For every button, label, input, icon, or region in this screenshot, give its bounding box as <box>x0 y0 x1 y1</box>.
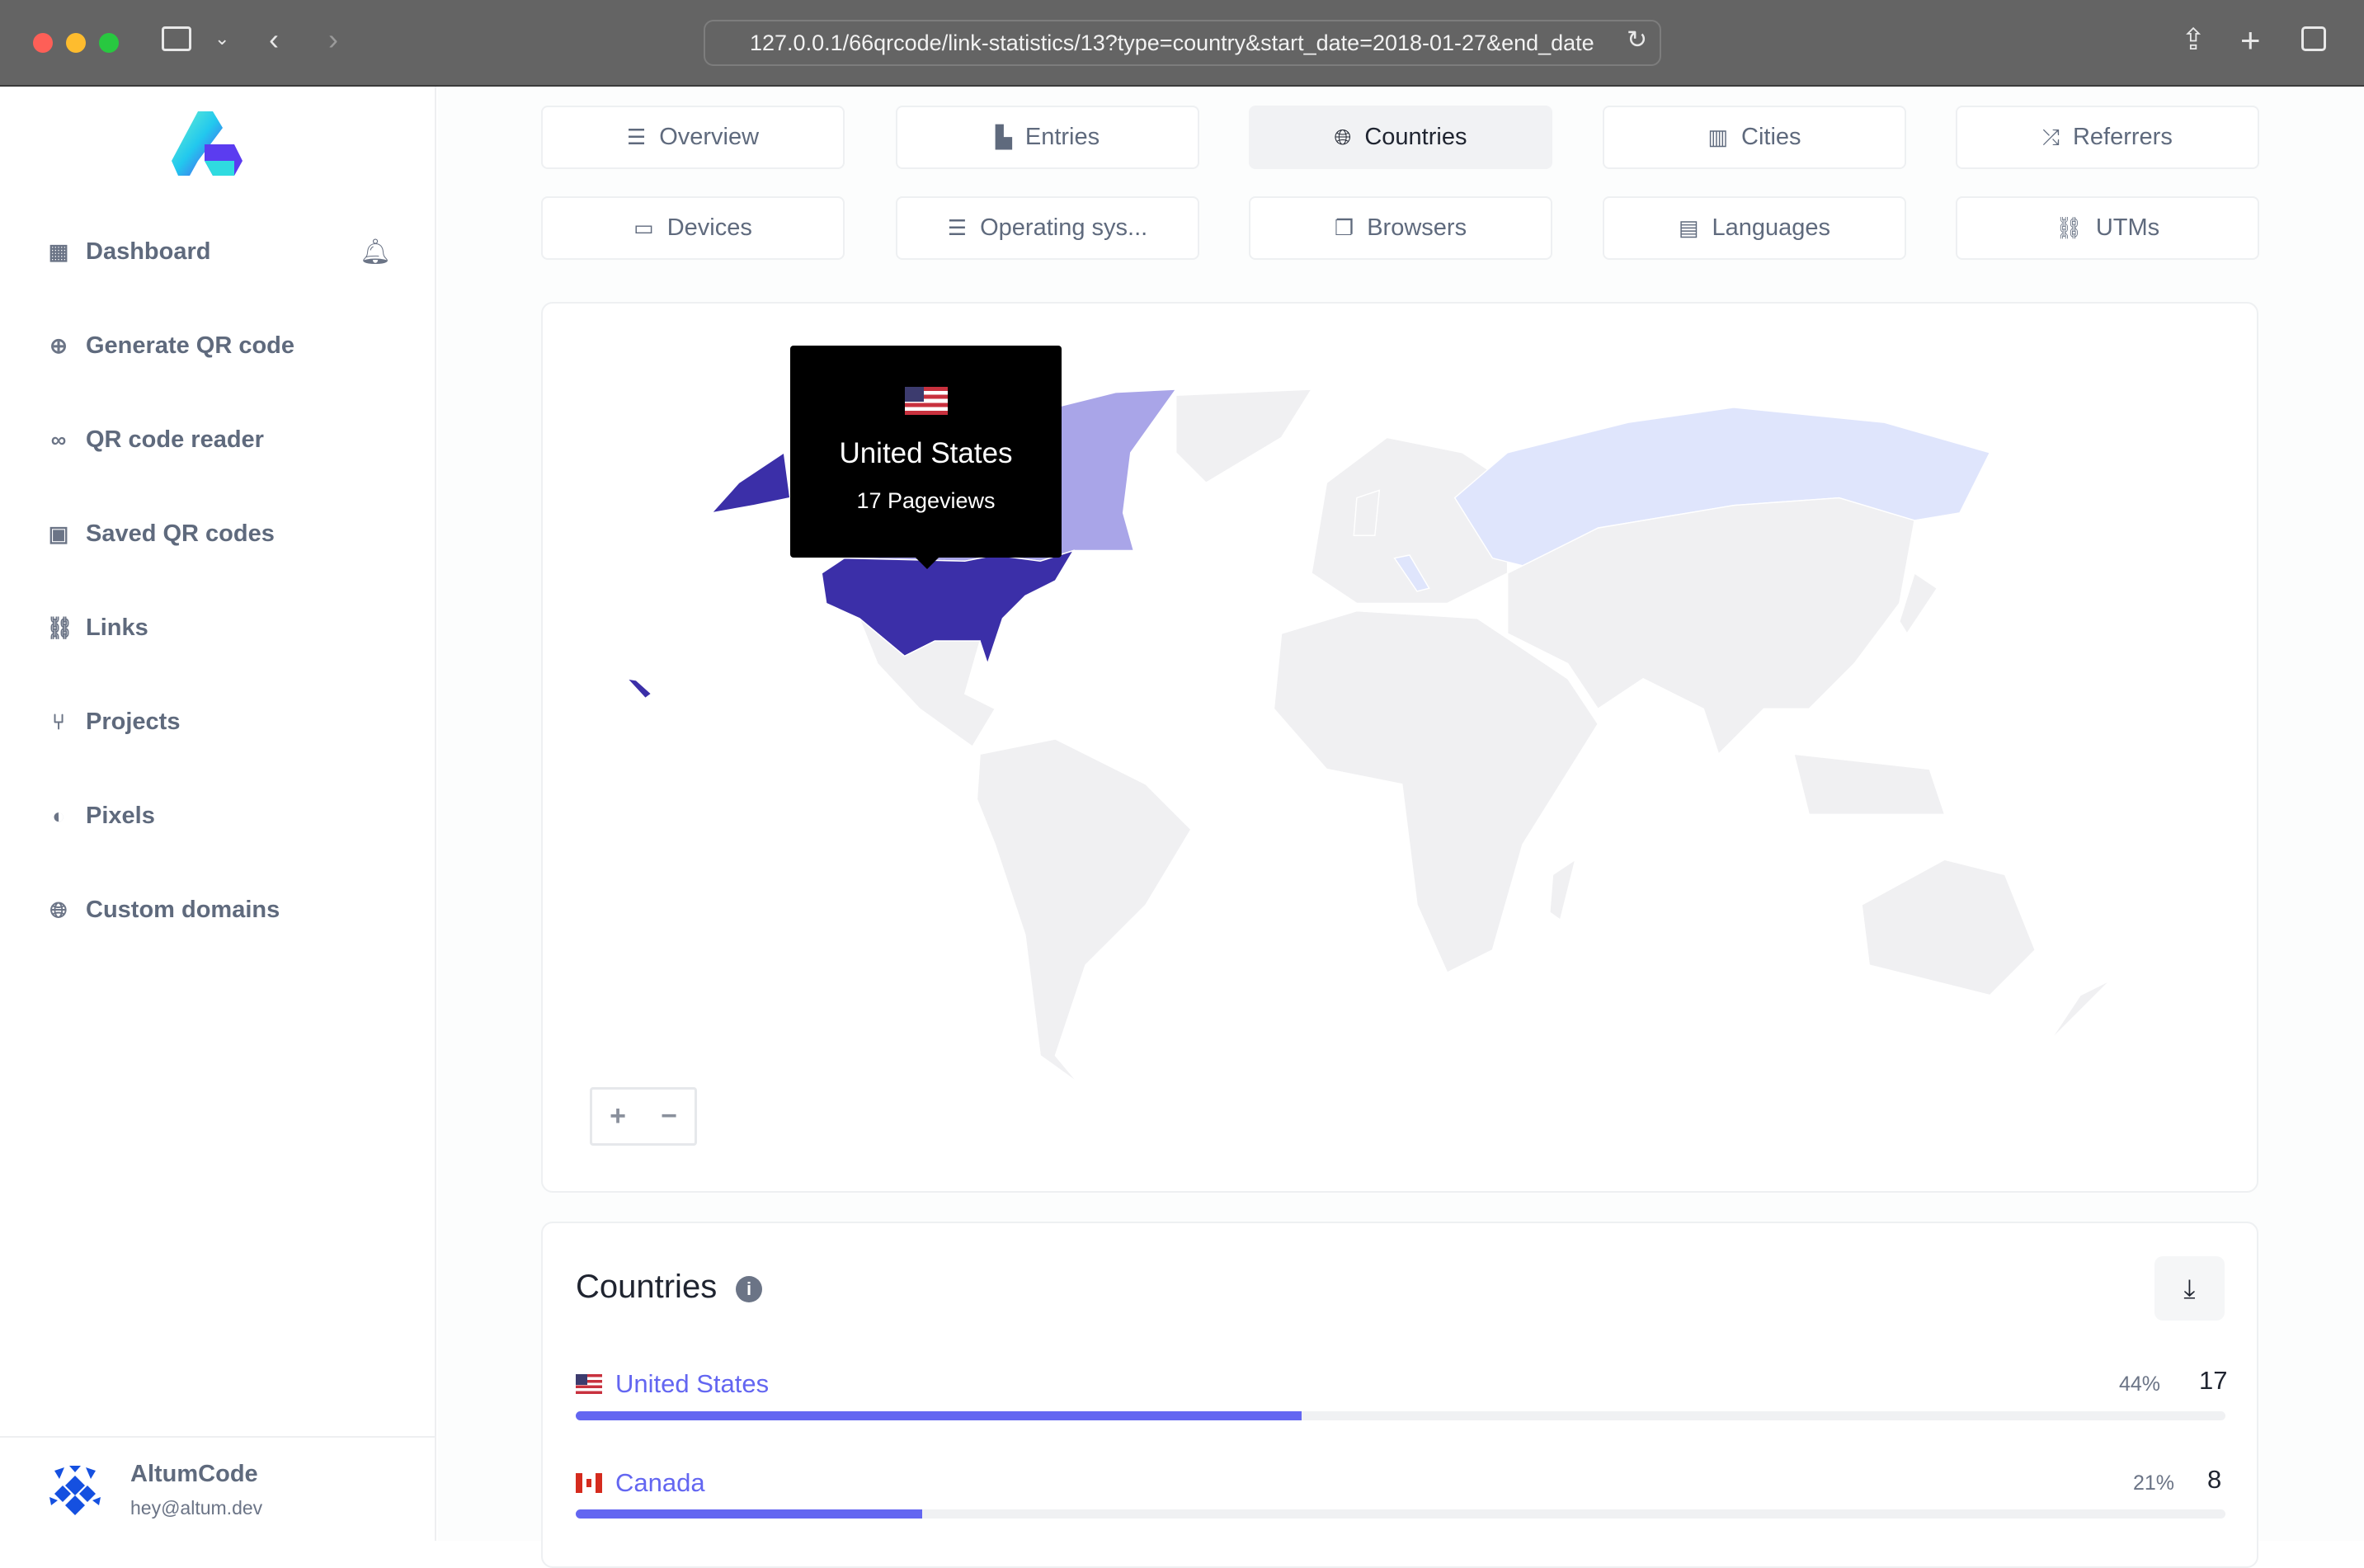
window-icon: ❐ <box>1334 215 1354 240</box>
progress-bar <box>576 1509 2225 1519</box>
globe-icon: 🌐︎ <box>1334 124 1352 149</box>
us-flag-icon <box>576 1374 602 1394</box>
zoom-out-button[interactable]: − <box>661 1100 677 1132</box>
tab-operating-systems[interactable]: ☰ Operating sys... <box>896 196 1199 260</box>
map-country-new-zealand <box>2049 979 2112 1041</box>
sidebar-item-generate-qr[interactable]: ⊕ Generate QR code <box>46 332 294 360</box>
user-email: hey@altum.dev <box>130 1497 263 1519</box>
map-country-mexico <box>859 618 996 748</box>
country-percent: 44% <box>2119 1373 2161 1396</box>
link-icon: ⛓ <box>2055 215 2083 240</box>
chart-bar-icon: ▙ <box>995 125 1012 149</box>
address-bar[interactable]: 127.0.0.1/66qrcode/link-statistics/13?ty… <box>704 20 1661 66</box>
tab-overview[interactable]: ☰ Overview <box>541 106 845 169</box>
us-flag-icon <box>904 387 948 415</box>
close-window-button[interactable] <box>33 33 53 53</box>
sidebar-item-qr-reader[interactable]: ∞ QR code reader <box>46 426 264 454</box>
sidebar-item-custom-domains[interactable]: 🌐︎ Custom domains <box>46 897 280 924</box>
tab-browsers[interactable]: ❐ Browsers <box>1249 196 1552 260</box>
user-profile[interactable]: AltumCode hey@altum.dev <box>0 1436 435 1541</box>
progress-bar <box>576 1411 2225 1420</box>
avatar <box>49 1466 101 1515</box>
new-tab-icon[interactable]: + <box>2240 21 2261 59</box>
app-logo[interactable] <box>165 110 244 177</box>
tooltip-country: United States <box>839 437 1013 469</box>
sidebar-item-projects[interactable]: ⑂ Projects <box>46 709 180 736</box>
map-continent-africa <box>1273 610 1599 974</box>
tab-languages[interactable]: ▤ Languages <box>1603 196 1906 260</box>
globe-icon: 🌐︎ <box>49 897 68 922</box>
glasses-icon: ∞ <box>50 427 67 452</box>
laptop-icon: ▭ <box>633 215 654 240</box>
tab-utms[interactable]: ⛓ UTMs <box>1956 196 2259 260</box>
forward-icon: › <box>328 22 338 56</box>
map-zoom-controls: + − <box>590 1087 697 1146</box>
sidebar-item-pixels[interactable]: ◐ Pixels <box>46 803 155 830</box>
countries-title: Countries <box>576 1269 718 1305</box>
sidebar-toggle-icon[interactable] <box>162 26 191 51</box>
list-icon: ☰ <box>626 125 647 149</box>
back-icon[interactable]: ‹ <box>269 22 279 56</box>
map-country-alaska <box>709 451 791 514</box>
country-count: 17 <box>2199 1366 2228 1395</box>
adjust-icon: ◐ <box>52 803 65 828</box>
random-icon: ⤮ <box>2042 124 2060 149</box>
sidebar-item-dashboard[interactable]: ▦ Dashboard <box>46 238 211 266</box>
zoom-in-button[interactable]: + <box>610 1100 626 1132</box>
map-country-hawaii <box>625 677 652 699</box>
qrcode-icon: ▣ <box>48 521 69 546</box>
download-button[interactable]: ⤓ <box>2154 1256 2225 1321</box>
country-count: 8 <box>2207 1465 2222 1494</box>
sidebar: ▦ Dashboard 🔔︎ ⊕ Generate QR code ∞ QR code… <box>0 87 436 1541</box>
download-icon: ⤓ <box>2183 1274 2196 1303</box>
map-continent-asia <box>1506 497 1915 756</box>
map-tooltip: United States 17 Pageviews <box>790 346 1062 569</box>
map-country-australia <box>1861 859 2037 996</box>
map-country-madagascar <box>1549 858 1577 921</box>
city-icon: ▥ <box>1707 125 1729 149</box>
tab-countries[interactable]: 🌐︎ Countries <box>1249 106 1552 169</box>
chevron-down-icon[interactable]: ⌄ <box>214 28 230 49</box>
grid-icon: ▦ <box>48 239 69 264</box>
country-link[interactable]: Canada <box>615 1468 705 1497</box>
server-icon: ☰ <box>947 215 968 240</box>
tabs-overview-icon[interactable] <box>2301 26 2326 51</box>
tab-entries[interactable]: ▙ Entries <box>896 106 1199 169</box>
user-name: AltumCode <box>130 1461 258 1487</box>
bell-icon[interactable]: 🔔︎ <box>360 238 392 266</box>
link-icon: ⛓ <box>46 615 74 640</box>
map-country-uk <box>1353 489 1381 536</box>
tab-referrers[interactable]: ⤮ Referrers <box>1956 106 2259 169</box>
maximize-window-button[interactable] <box>99 33 119 53</box>
progress-fill <box>576 1411 1302 1420</box>
canada-flag-icon <box>576 1473 602 1493</box>
tab-cities[interactable]: ▥ Cities <box>1603 106 1906 169</box>
plus-circle-icon: ⊕ <box>49 333 68 358</box>
map-continent-south-america <box>976 738 1192 1084</box>
share-icon[interactable]: ⇪ <box>2181 22 2206 56</box>
progress-fill <box>576 1509 922 1519</box>
language-icon: ▤ <box>1678 215 1699 240</box>
country-link[interactable]: United States <box>615 1369 770 1398</box>
project-diagram-icon: ⑂ <box>52 709 65 734</box>
browser-titlebar: ⌄ ‹ › 127.0.0.1/66qrcode/link-statistics… <box>0 0 2364 87</box>
minimize-window-button[interactable] <box>66 33 86 53</box>
info-icon[interactable]: i <box>736 1276 762 1302</box>
country-percent: 21% <box>2133 1471 2175 1495</box>
tab-devices[interactable]: ▭ Devices <box>541 196 845 260</box>
map-country-italy <box>1393 554 1430 592</box>
sidebar-item-links[interactable]: ⛓ Links <box>46 614 148 641</box>
map-region-southeast-asia <box>1792 753 1946 816</box>
sidebar-item-saved-qr[interactable]: ▣ Saved QR codes <box>46 520 275 548</box>
reload-icon[interactable]: ↻ <box>1627 26 1648 54</box>
tooltip-value: 17 Pageviews <box>856 488 996 513</box>
map-country-greenland <box>1175 388 1313 484</box>
map-country-japan <box>1898 572 1938 635</box>
